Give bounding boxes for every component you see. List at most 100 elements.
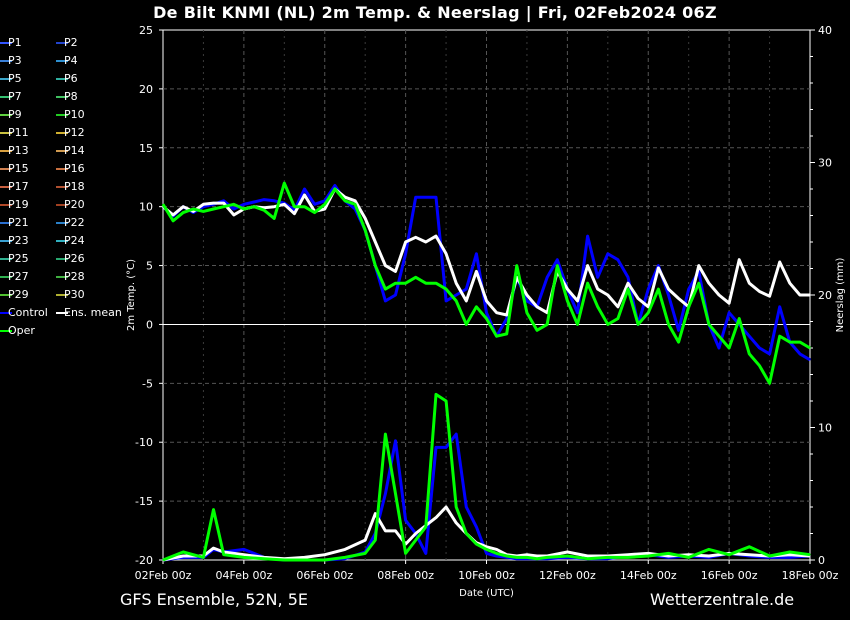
precip-line-ens-mean-point	[688, 554, 690, 556]
y-tick-label: -15	[135, 495, 153, 508]
temp-line-oper-point	[738, 317, 740, 320]
temp-line-ens-mean-point	[405, 241, 407, 243]
temp-line-oper-point	[425, 282, 427, 284]
temp-line-ens-mean-point	[809, 294, 811, 296]
precip-line-ens-mean-point	[566, 551, 568, 553]
precip-line-ens-mean-point	[435, 517, 437, 519]
temp-line-oper-point	[435, 282, 437, 284]
precip-line-oper-point	[789, 551, 791, 553]
legend-label: P23	[8, 234, 29, 247]
legend-label: P9	[8, 108, 22, 121]
temp-line-control-point	[677, 329, 680, 331]
temp-line-oper-point	[657, 288, 659, 290]
temp-line-ens-mean-point	[546, 312, 548, 314]
temp-line-oper-point	[192, 208, 194, 210]
x-tick-label: 08Feb 00z	[377, 569, 434, 582]
temp-line-control-point	[405, 253, 407, 255]
precip-line-ens-mean-point	[243, 554, 245, 556]
legend-swatch	[56, 150, 68, 152]
temp-line-oper-point	[475, 306, 477, 308]
legend-label: P12	[64, 126, 85, 139]
legend-swatch	[0, 258, 12, 260]
temp-line-ens-mean-point	[536, 306, 538, 308]
precip-line-oper-point	[647, 555, 649, 557]
precip-line-control-point	[394, 440, 397, 442]
temp-line-oper-point	[283, 182, 285, 184]
precip-line-oper-point	[445, 400, 447, 402]
temp-line-ens-mean-point	[394, 270, 397, 273]
temp-line-oper-point	[465, 323, 467, 326]
legend-swatch	[0, 168, 12, 170]
temp-line-control-point	[273, 200, 275, 202]
legend-label: Control	[8, 306, 48, 319]
temp-line-control-point	[546, 276, 548, 278]
temp-line-ens-mean-point	[566, 288, 568, 290]
legend-swatch	[56, 240, 68, 242]
y-tick-label: 0	[146, 318, 153, 331]
precip-line-oper-point	[374, 539, 376, 541]
legend-label: P18	[64, 180, 85, 193]
temp-line-ens-mean-point	[354, 200, 356, 202]
temp-line-control-point	[223, 200, 225, 202]
temp-line-control-point	[768, 353, 771, 355]
temp-line-oper-point	[374, 264, 376, 267]
precip-line-control-point	[435, 446, 437, 448]
precip-line-oper-point	[455, 506, 457, 508]
precip-line-oper-point	[405, 552, 407, 554]
precip-line-oper-point	[263, 558, 265, 560]
temp-line-ens-mean-point	[172, 214, 174, 216]
temp-line-control-point	[303, 188, 306, 190]
legend-label: P14	[64, 144, 85, 157]
temp-line-control-point	[324, 200, 326, 202]
temp-line-control-point	[526, 300, 528, 302]
precip-line-control-point	[496, 555, 498, 557]
temp-line-control-point	[465, 288, 467, 290]
y-tick-label: 10	[139, 201, 153, 214]
precip-line-oper-point	[162, 559, 164, 561]
precip-line-oper-point	[526, 556, 528, 558]
legend-label: P15	[8, 162, 29, 175]
legend-label: P7	[8, 90, 22, 103]
legend-swatch	[0, 132, 12, 134]
precip-line-oper-point	[485, 548, 488, 551]
y-tick-label: -10	[135, 436, 153, 449]
temp-line-ens-mean-point	[718, 294, 720, 296]
legend-label: P19	[8, 198, 29, 211]
temp-line-oper-point	[677, 341, 680, 343]
legend-label: P17	[8, 180, 29, 193]
legend-swatch	[0, 42, 12, 44]
precip-line-oper-point	[627, 556, 629, 558]
temp-line-control-point	[475, 253, 477, 255]
temp-line-oper-point	[344, 200, 346, 202]
temp-line-oper-point	[394, 282, 397, 284]
temp-line-ens-mean-point	[576, 300, 579, 302]
temp-line-oper-point	[172, 220, 174, 222]
legend-swatch	[56, 96, 68, 98]
precip-line-control-point	[465, 506, 467, 508]
temp-line-control-point	[253, 201, 255, 203]
precip-line-ens-mean-point	[455, 522, 457, 524]
temp-line-control-point	[607, 253, 609, 255]
legend-swatch	[56, 276, 68, 278]
legend-label: P1	[8, 36, 22, 49]
temp-line-control-point	[506, 317, 508, 320]
x-tick-label: 04Feb 00z	[216, 569, 273, 582]
temp-line-oper-point	[688, 306, 690, 308]
temp-line-control-point	[617, 259, 619, 261]
precip-line-oper-point	[283, 559, 285, 561]
temp-line-control-point	[233, 208, 235, 210]
legend-swatch	[0, 60, 12, 62]
temp-line-control-point	[445, 300, 447, 302]
temp-line-oper-point	[324, 203, 326, 205]
temp-line-oper-point	[546, 323, 548, 326]
precip-line-oper-point	[415, 539, 417, 541]
temp-line-oper-point	[233, 203, 235, 205]
temp-line-oper-point	[485, 317, 488, 320]
precip-line-ens-mean-point	[627, 554, 629, 556]
legend-label: P26	[64, 252, 85, 265]
precip-line-oper-point	[344, 556, 346, 558]
temp-line-control-point	[485, 312, 488, 314]
temp-line-ens-mean-point	[192, 210, 194, 212]
temp-line-ens-mean-point	[496, 312, 498, 314]
